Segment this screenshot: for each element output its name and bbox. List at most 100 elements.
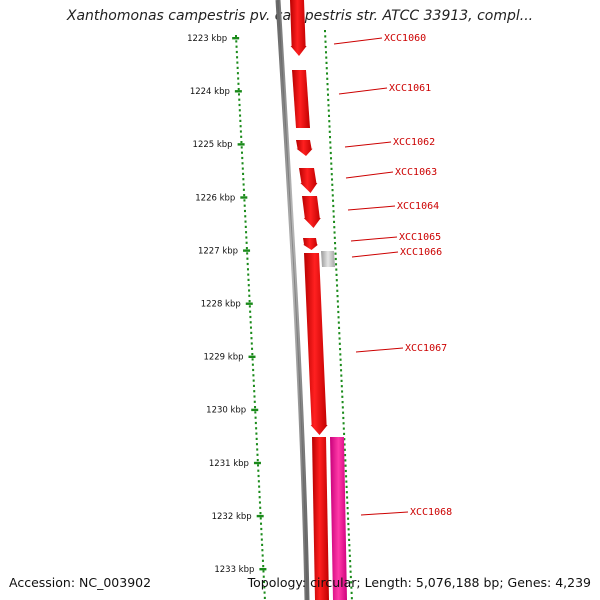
gene-XCC1065 [303,238,319,250]
outer-dot [334,247,337,250]
outer-dot [340,379,343,382]
scale-dot [249,326,252,329]
outer-dot [325,56,328,59]
outer-dot [347,528,350,531]
gene-leader-line [333,37,383,45]
scale-dot [257,474,260,478]
scale-dot [251,347,254,350]
outer-dot [332,215,335,218]
outer-dot [345,480,348,483]
scale-dot [246,252,249,255]
scale-dot [259,517,262,520]
outer-dot [337,310,340,314]
scale-dot [257,464,260,467]
outer-dot [327,93,330,96]
outer-dot [350,581,353,584]
accession-text: Accession: NC_003902 [9,575,152,590]
scale-tick-label: 1228 kbp [201,300,241,310]
outer-dot [344,469,347,473]
scale-dot [254,421,257,425]
scale-dot [241,156,244,160]
outer-dot [331,178,334,181]
outer-dot [345,475,348,478]
scale-dot [258,485,261,488]
scale-dot [247,273,250,276]
scale-dot [249,315,252,319]
gene-leader-line [344,141,392,148]
scale-tick-label: 1226 kbp [195,193,235,203]
scale-dot [241,167,244,170]
scale-dot [260,538,263,541]
scale-dot [253,400,256,403]
scale-dot [250,331,253,334]
gene-label: XCC1068 [410,507,452,518]
outer-dot [341,395,344,398]
outer-dot [324,35,327,38]
outer-dot [350,597,353,600]
scale-dot [246,268,249,271]
gene-leader-line [351,251,399,258]
scale-dot [237,82,240,85]
scale-dot [251,358,254,361]
gene-leader-line [338,87,388,95]
outer-dot [324,40,327,43]
scale-dot [242,188,245,191]
outer-dot [328,114,331,117]
outer-dot [346,512,349,515]
scale-tick [243,249,251,252]
scale-dot [236,56,239,59]
scale-dot [239,114,242,117]
scale-dot [253,395,256,398]
scale-dot [237,77,240,80]
gene-label: XCC1064 [397,201,439,212]
scale-dot [242,183,245,186]
outer-dot [329,151,332,155]
outer-dot [337,321,340,324]
scale-tick-label: 1224 kbp [190,87,230,97]
gene-XCC1066 [321,251,335,267]
outer-dot [329,141,332,144]
scale-tick [240,196,248,199]
scale-dot [239,119,242,122]
outer-dot [332,199,335,202]
scale-dot [254,406,257,409]
gene-label: XCC1061 [389,83,431,94]
scale-dot [235,45,238,48]
outer-dot [334,252,337,255]
scale-dot [261,554,264,557]
outer-dot [346,507,349,510]
outer-dot [329,136,332,139]
scale-tick-label: 1225 kbp [193,140,233,150]
outer-dot [341,401,344,404]
outer-dot [330,157,333,160]
outer-dot [345,485,348,488]
outer-dot [340,374,343,377]
scale-dot [252,368,255,372]
scale-dot [238,109,241,112]
scale-dot [252,379,255,382]
scale-dot [240,151,243,154]
outer-dot [342,427,345,430]
scale-dot [257,469,260,472]
outer-dot [349,575,352,579]
outer-dot [325,67,328,70]
gene-label: XCC1063 [395,167,437,178]
scale-dot [256,448,259,451]
outer-dot [336,295,339,298]
scale-dot [244,220,247,223]
outer-dot [338,337,341,340]
outer-dot [331,183,334,186]
gene-leader-line [355,347,404,353]
scale-dot [236,72,239,75]
scale-dot [261,549,264,552]
scale-dot [252,374,255,377]
scale-dot [241,162,244,165]
gene-leader-line [345,171,394,179]
scale-tick-label: 1223 kbp [187,34,227,44]
scale-dot [245,247,248,250]
scale-dot [254,411,257,414]
scale-dot [256,453,259,456]
outer-dot [337,305,340,308]
scale-dot [259,506,262,509]
